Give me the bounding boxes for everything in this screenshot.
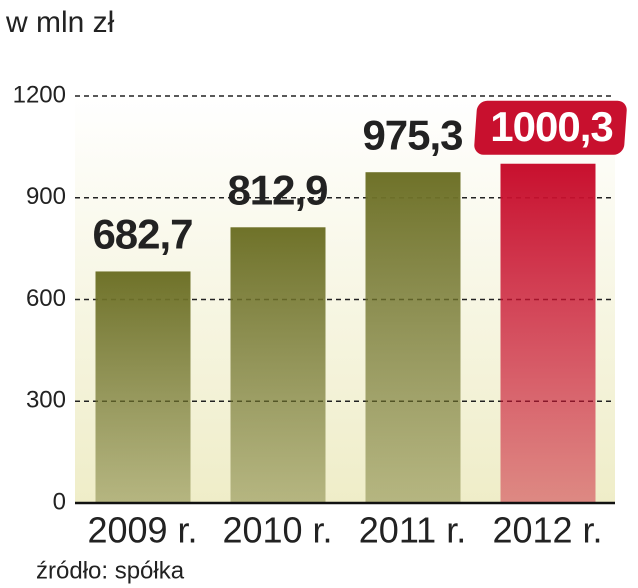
y-tick-label: 900 [26, 183, 66, 210]
y-tick-label: 600 [26, 285, 66, 312]
y-tick-label: 1200 [13, 81, 66, 108]
y-tick-label: 0 [53, 488, 66, 515]
x-tick-label: 2012 r. [492, 510, 602, 551]
value-label: 1000,3 [490, 103, 612, 150]
value-label: 975,3 [362, 111, 462, 158]
bar [500, 163, 596, 504]
value-label: 812,9 [227, 166, 327, 213]
value-label: 682,7 [92, 211, 192, 258]
bar [230, 227, 326, 503]
bar [365, 172, 461, 503]
x-tick-label: 2010 r. [222, 510, 332, 551]
chart-title: w mln zł [5, 6, 115, 39]
y-tick-label: 300 [26, 387, 66, 414]
value-label-box [474, 100, 627, 155]
source: źródło: spółka [36, 557, 185, 584]
bar [95, 271, 191, 503]
x-tick-label: 2009 r. [87, 510, 197, 551]
x-tick-label: 2011 r. [359, 510, 466, 551]
